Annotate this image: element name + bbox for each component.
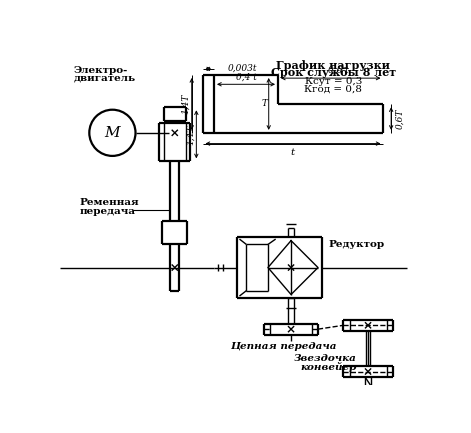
Text: двигатель: двигатель — [74, 74, 136, 83]
Text: 0,6T: 0,6T — [395, 108, 404, 129]
Text: Ременная: Ременная — [79, 198, 139, 207]
Text: График нагрузки: График нагрузки — [276, 60, 390, 71]
Text: T: T — [261, 100, 267, 108]
Text: t: t — [291, 148, 295, 157]
Text: 0,6 t: 0,6 t — [328, 66, 349, 75]
Text: Электро-: Электро- — [74, 66, 128, 75]
Text: 1,4T: 1,4T — [181, 94, 190, 114]
Text: Редуктор: Редуктор — [328, 240, 384, 249]
Text: Звездочка: Звездочка — [293, 354, 357, 363]
Text: Ксут = 0,3: Ксут = 0,3 — [305, 77, 362, 86]
Text: Кгод = 0,8: Кгод = 0,8 — [304, 85, 362, 94]
Text: конвейер: конвейер — [300, 362, 357, 372]
Text: 0,4 t: 0,4 t — [236, 72, 256, 81]
Text: 1,4T: 1,4T — [186, 124, 195, 145]
Text: Срок службы 8 лет: Срок службы 8 лет — [271, 68, 396, 78]
Text: 0,003t: 0,003t — [228, 64, 258, 73]
Text: M: M — [105, 126, 120, 140]
Text: Цепная передача: Цепная передача — [230, 342, 337, 351]
Text: передача: передача — [79, 207, 135, 216]
